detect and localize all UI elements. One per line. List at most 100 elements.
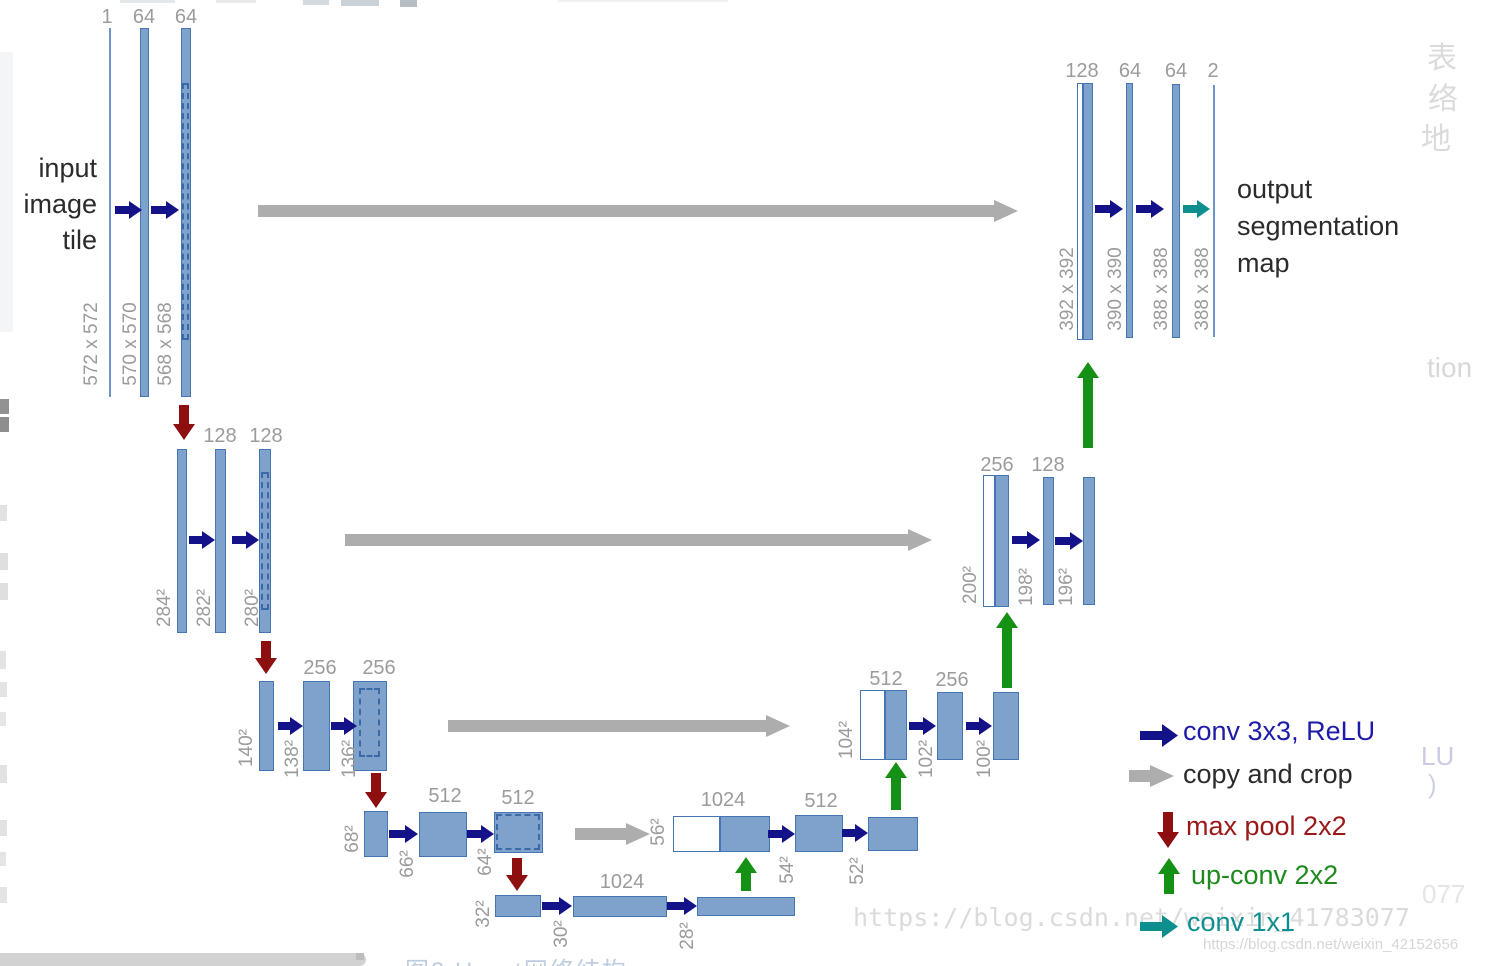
conv3x3-relu-arrow bbox=[1095, 200, 1123, 218]
conv3x3-relu-arrow bbox=[1012, 531, 1040, 549]
left-edge-glyph-fragment bbox=[0, 399, 9, 414]
feature-map-bar-copied bbox=[860, 690, 885, 760]
csdn-watermark-small: https://blog.csdn.net/weixin_42152656 bbox=[1203, 936, 1459, 953]
max-pool-arrow bbox=[506, 858, 528, 891]
feature-map-bar bbox=[181, 28, 191, 397]
legend-copy-crop-label: copy and crop bbox=[1183, 759, 1353, 789]
up-conv-arrow bbox=[885, 762, 907, 810]
spatial-size-label: 200² bbox=[960, 565, 981, 605]
feature-map-bar bbox=[795, 815, 843, 852]
legend-maxpool-label: max pool 2x2 bbox=[1186, 811, 1347, 841]
conv1x1-arrow bbox=[1183, 200, 1210, 218]
feature-map-bar bbox=[495, 895, 541, 917]
feature-map-bar bbox=[364, 811, 388, 857]
left-edge-glyph-fragment bbox=[0, 765, 7, 783]
figure-caption-clipped: 图3 U-net网络结构 bbox=[405, 951, 628, 966]
output-label-line3: map bbox=[1237, 248, 1290, 278]
feature-map-bar bbox=[140, 28, 149, 397]
spatial-size-label: 136² bbox=[339, 739, 360, 779]
max-pool-arrow bbox=[365, 773, 387, 808]
spatial-size-label: 388 x 388 bbox=[1192, 247, 1213, 331]
conv3x3-relu-arrow bbox=[331, 717, 357, 735]
channel-count-label: 1024 bbox=[599, 871, 645, 893]
feature-map-bar bbox=[177, 449, 187, 633]
output-segmentation-map-label: output segmentation map bbox=[1237, 171, 1399, 282]
page-ghost-text: 地 bbox=[1421, 123, 1451, 156]
left-edge-glyph-fragment bbox=[0, 553, 8, 570]
feature-map-bar-copied bbox=[983, 475, 995, 607]
channel-count-label: 256 bbox=[303, 657, 337, 679]
copy-and-crop-arrow bbox=[448, 715, 790, 737]
page-ghost-text: ) bbox=[1428, 769, 1437, 799]
top-edge-noise-fragment bbox=[303, 0, 329, 5]
conv3x3-relu-arrow bbox=[467, 825, 494, 843]
page-ghost-text: 表 bbox=[1427, 42, 1457, 75]
top-edge-noise-fragment bbox=[120, 0, 175, 3]
feature-map-bar bbox=[1172, 84, 1180, 338]
spatial-size-label: 284² bbox=[154, 588, 175, 628]
legend-conv3x3-label: conv 3x3, ReLU bbox=[1183, 716, 1376, 746]
channel-count-label: 64 bbox=[1118, 60, 1142, 82]
feature-map-bar bbox=[259, 681, 274, 771]
up-conv-arrow bbox=[735, 857, 757, 891]
conv3x3-relu-arrow bbox=[542, 897, 572, 915]
channel-count-label: 512 bbox=[869, 668, 903, 690]
feature-map-bar bbox=[937, 692, 963, 760]
output-label-line1: output bbox=[1237, 174, 1313, 204]
output-label-line2: segmentation bbox=[1237, 211, 1400, 241]
crop-region-dashed bbox=[496, 814, 540, 850]
feature-map-bar bbox=[1083, 477, 1095, 605]
conv3x3-relu-arrow bbox=[842, 824, 868, 842]
spatial-size-label: 104² bbox=[836, 720, 857, 760]
conv3x3-relu-arrow bbox=[1136, 200, 1164, 218]
feature-map-bar bbox=[885, 690, 907, 760]
channel-count-label: 128 bbox=[1065, 60, 1099, 82]
channel-count-label: 256 bbox=[935, 669, 969, 691]
scrollbar-notch bbox=[356, 953, 364, 960]
left-edge-glyph-fragment bbox=[0, 852, 6, 866]
up-conv-arrow bbox=[1077, 362, 1099, 448]
channel-count-label: 1 bbox=[101, 6, 113, 28]
left-edge-glyph-fragment bbox=[0, 887, 7, 903]
channel-count-label: 512 bbox=[428, 785, 462, 807]
page-ghost-text: 077 bbox=[1422, 879, 1466, 909]
feature-map-bar bbox=[1126, 83, 1133, 338]
input-label-line3: tile bbox=[62, 225, 97, 255]
feature-map-bar bbox=[1083, 83, 1093, 340]
spatial-size-label: 28² bbox=[677, 922, 698, 950]
left-edge-glyph-fragment bbox=[0, 583, 8, 600]
spatial-size-label: 140² bbox=[236, 728, 257, 768]
copy-and-crop-arrow bbox=[345, 529, 932, 551]
top-edge-noise-fragment bbox=[558, 0, 728, 2]
legend-conv1x1-label: conv 1x1 bbox=[1187, 907, 1296, 937]
feature-map-bar bbox=[697, 897, 795, 916]
spatial-size-label: 32² bbox=[473, 900, 494, 928]
copy-and-crop-arrow bbox=[258, 200, 1018, 222]
conv3x3-relu-arrow bbox=[1055, 532, 1083, 550]
left-edge-glyph-fragment bbox=[0, 651, 6, 669]
channel-count-label: 1024 bbox=[700, 789, 746, 811]
channel-count-label: 64 bbox=[174, 6, 198, 28]
conv3x3-relu-arrow bbox=[189, 531, 215, 549]
channel-count-label: 256 bbox=[980, 454, 1014, 476]
channel-count-label: 128 bbox=[1031, 454, 1065, 476]
legend-upconv-label: up-conv 2x2 bbox=[1191, 860, 1339, 890]
crop-region-dashed bbox=[359, 688, 380, 757]
conv3x3-relu-arrow bbox=[768, 825, 795, 843]
conv3x3-relu-arrow bbox=[966, 717, 992, 735]
left-edge-glyph-fragment bbox=[0, 682, 7, 697]
top-edge-noise-fragment bbox=[400, 0, 417, 7]
feature-map-bar bbox=[720, 816, 770, 852]
left-edge-glyph-fragment bbox=[0, 712, 6, 726]
feature-map-bar bbox=[1043, 477, 1054, 605]
feature-map-bar-copied bbox=[673, 816, 720, 852]
channel-count-label: 512 bbox=[501, 787, 535, 809]
horizontal-scrollbar[interactable] bbox=[0, 953, 366, 966]
feature-map-bar bbox=[868, 817, 918, 851]
spatial-size-label: 388 x 388 bbox=[1151, 247, 1172, 331]
feature-map-bar bbox=[215, 449, 226, 633]
page-ghost-text: 络 bbox=[1428, 83, 1458, 116]
page-ghost-text: tion bbox=[1427, 352, 1473, 383]
conv1x1-arrow bbox=[1140, 914, 1178, 938]
